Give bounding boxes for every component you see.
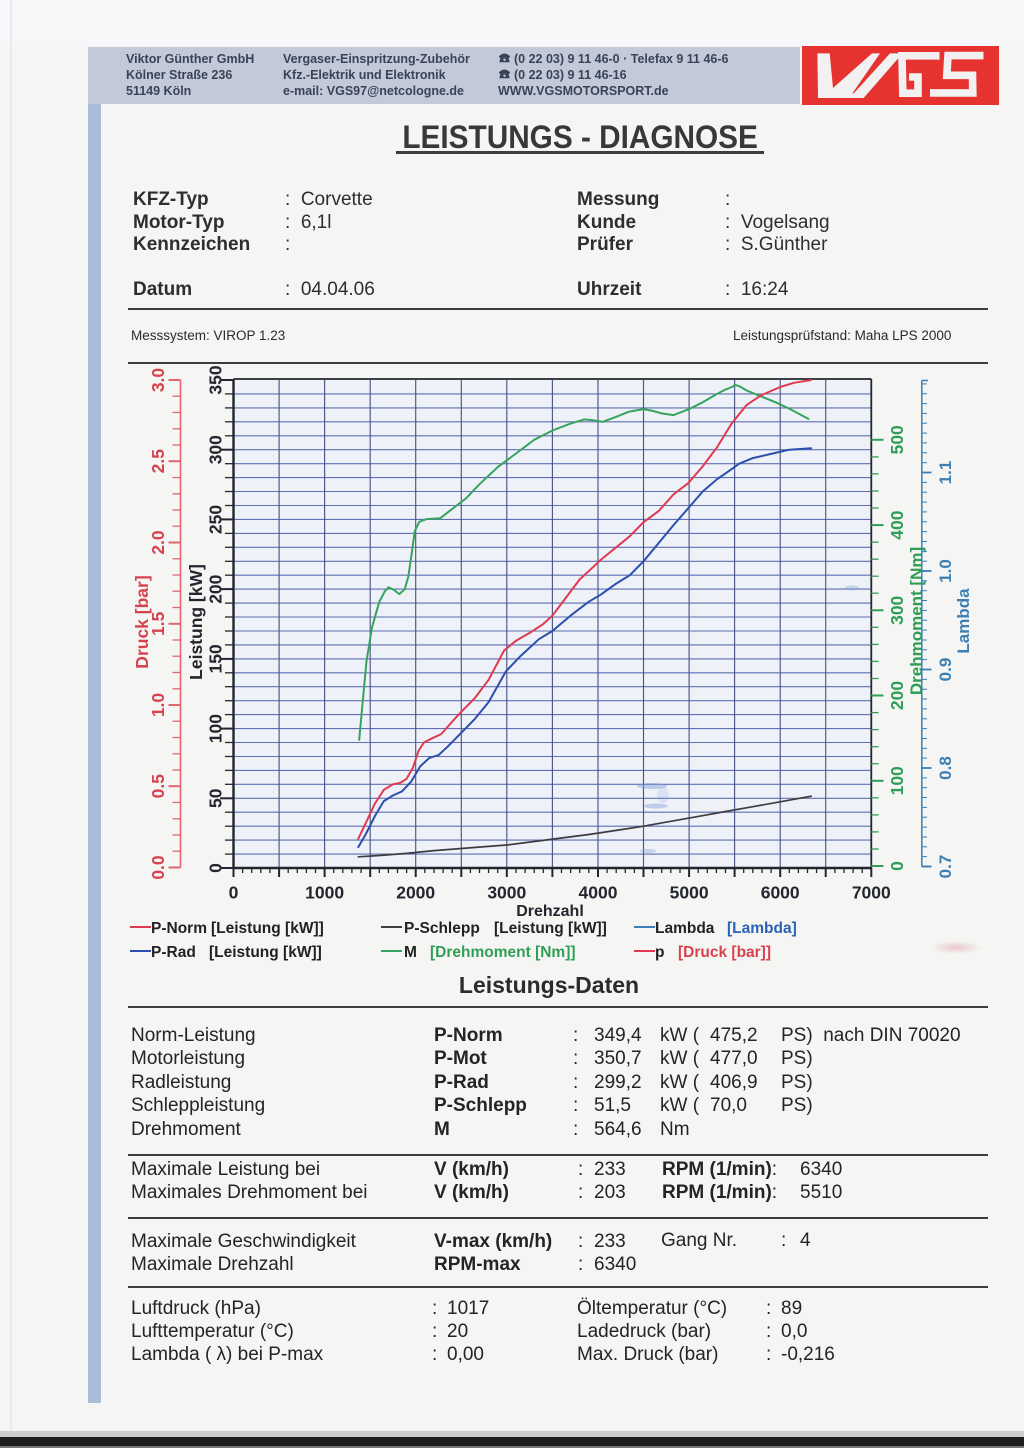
svg-text:0: 0 <box>887 861 907 871</box>
svg-text:250: 250 <box>206 505 226 534</box>
svg-text:50: 50 <box>206 788 226 808</box>
svg-text:6000: 6000 <box>761 883 800 903</box>
svg-text:200: 200 <box>887 681 907 710</box>
svg-text:2.0: 2.0 <box>148 530 168 555</box>
svg-text:Leistung [kW]: Leistung [kW] <box>186 564 206 680</box>
svg-text:300: 300 <box>206 435 226 464</box>
svg-text:1.1: 1.1 <box>936 461 955 485</box>
svg-text:0.7: 0.7 <box>936 855 955 879</box>
svg-text:0: 0 <box>229 883 239 903</box>
svg-text:1000: 1000 <box>305 883 344 903</box>
svg-text:100: 100 <box>887 766 907 795</box>
svg-text:2000: 2000 <box>396 883 435 903</box>
svg-text:0.5: 0.5 <box>148 774 168 799</box>
svg-text:5000: 5000 <box>670 883 709 903</box>
svg-text:1.0: 1.0 <box>936 559 955 583</box>
svg-text:Lambda: Lambda <box>954 588 973 654</box>
svg-text:3000: 3000 <box>487 883 526 903</box>
svg-text:0.0: 0.0 <box>148 855 168 880</box>
svg-text:150: 150 <box>206 644 226 673</box>
svg-text:100: 100 <box>206 714 226 743</box>
svg-text:3.0: 3.0 <box>148 368 168 393</box>
svg-text:350: 350 <box>206 365 226 394</box>
svg-text:Drehzahl: Drehzahl <box>516 903 584 920</box>
svg-text:1.5: 1.5 <box>148 611 168 636</box>
svg-text:200: 200 <box>206 574 226 603</box>
svg-text:Drehmoment [Nm]: Drehmoment [Nm] <box>907 547 926 695</box>
svg-text:7000: 7000 <box>852 883 891 903</box>
svg-text:400: 400 <box>887 510 907 539</box>
svg-text:Druck [bar]: Druck [bar] <box>132 575 152 668</box>
svg-text:0.8: 0.8 <box>936 756 955 780</box>
svg-text:1.0: 1.0 <box>148 693 168 718</box>
svg-text:300: 300 <box>887 595 907 624</box>
svg-text:0: 0 <box>206 863 226 873</box>
svg-text:4000: 4000 <box>579 883 618 903</box>
svg-text:0.9: 0.9 <box>936 658 955 682</box>
svg-text:2.5: 2.5 <box>148 449 168 474</box>
svg-text:500: 500 <box>887 425 907 454</box>
